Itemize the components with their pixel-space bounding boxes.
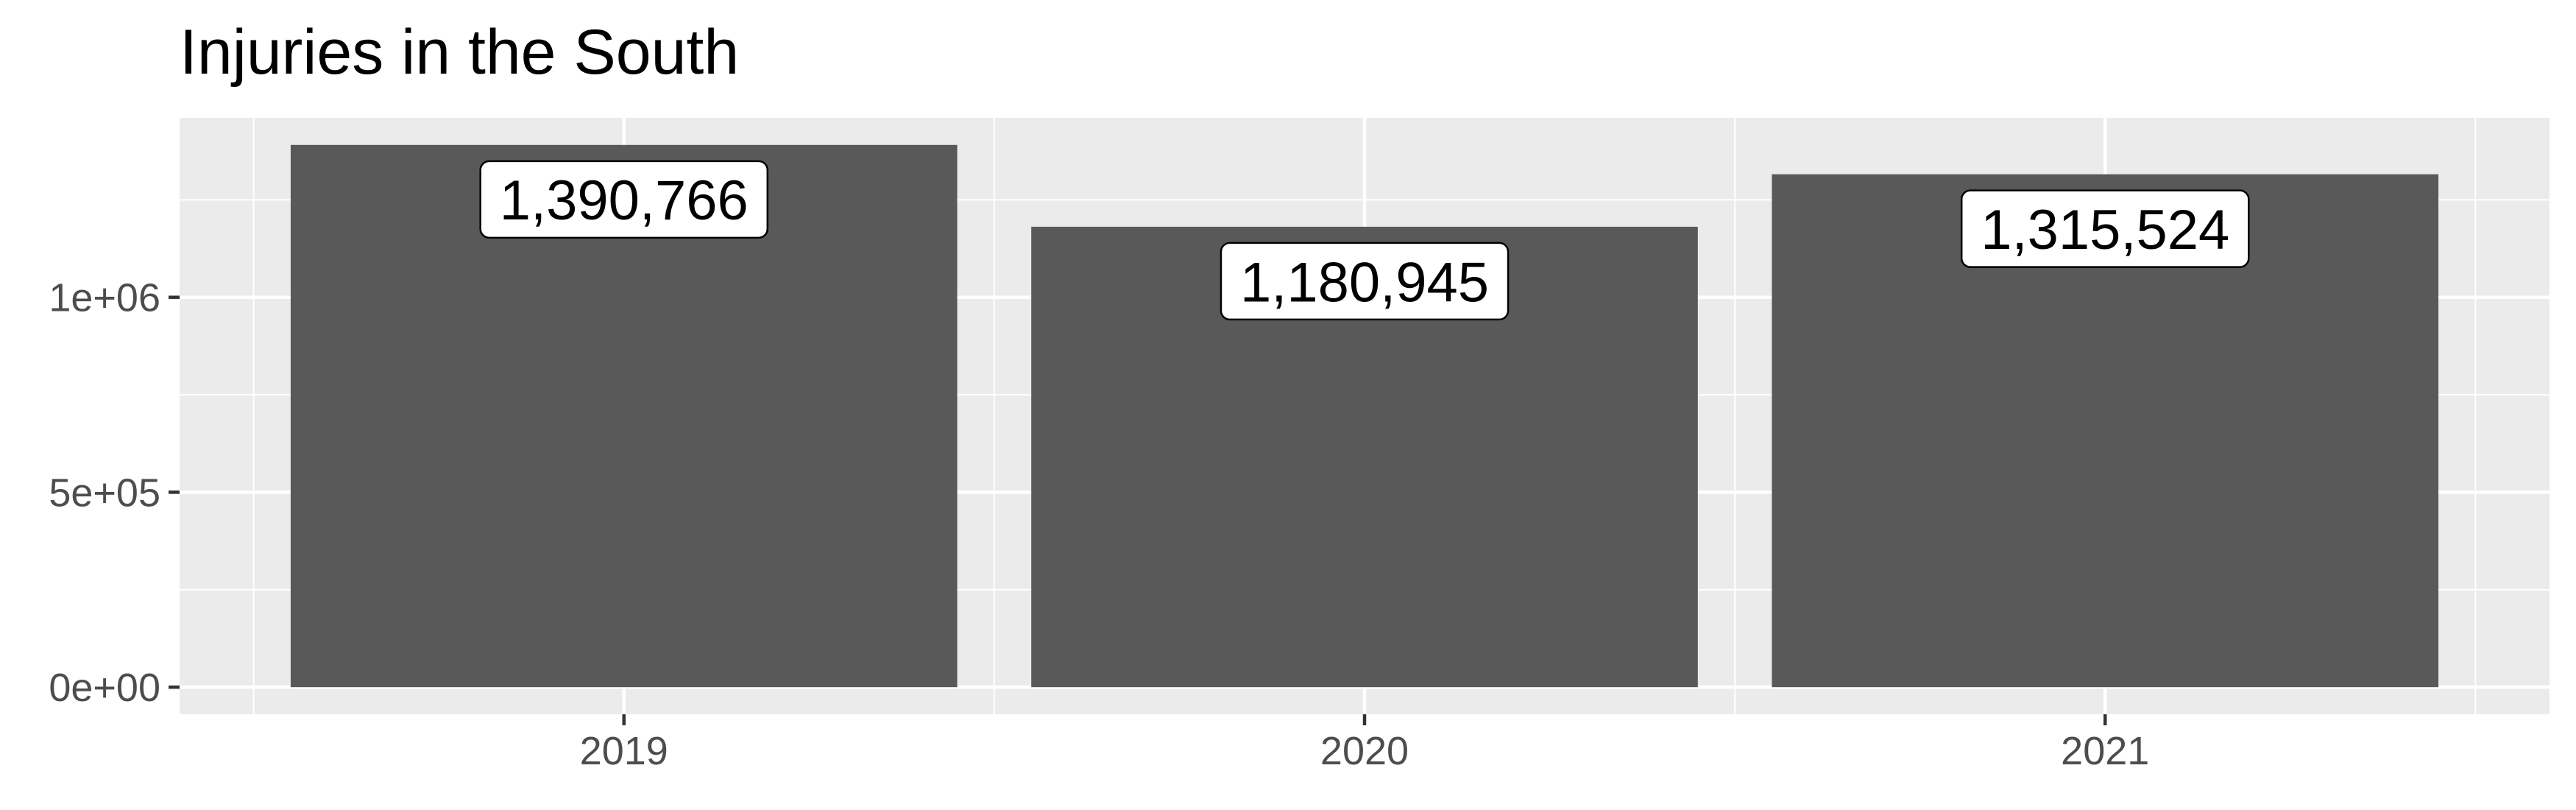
chart-title: Injuries in the South — [180, 17, 740, 88]
y-tick-label: 1e+06 — [49, 276, 160, 320]
y-tick-label: 0e+00 — [49, 666, 160, 710]
data-label-2021: 1,315,524 — [1960, 189, 2250, 268]
data-label-text: 1,390,766 — [500, 169, 749, 232]
x-tick-label: 2021 — [2061, 729, 2149, 773]
data-label-2020: 1,180,945 — [1220, 242, 1510, 321]
data-label-text: 1,315,524 — [1981, 199, 2229, 261]
y-tick-label: 5e+05 — [49, 471, 160, 515]
x-axis: 2019 2020 2021 — [580, 714, 2149, 773]
data-label-box — [1960, 189, 2250, 268]
data-label-text: 1,180,945 — [1240, 251, 1489, 314]
data-label-box — [479, 160, 769, 239]
data-label-2019: 1,390,766 — [479, 160, 769, 239]
x-tick-label: 2019 — [580, 729, 668, 773]
data-label-box — [1220, 242, 1510, 321]
y-axis: 0e+00 5e+05 1e+06 — [49, 276, 180, 710]
x-tick-label: 2020 — [1320, 729, 1409, 773]
data-labels: 1,390,766 1,180,945 1,315,524 — [479, 160, 2250, 321]
